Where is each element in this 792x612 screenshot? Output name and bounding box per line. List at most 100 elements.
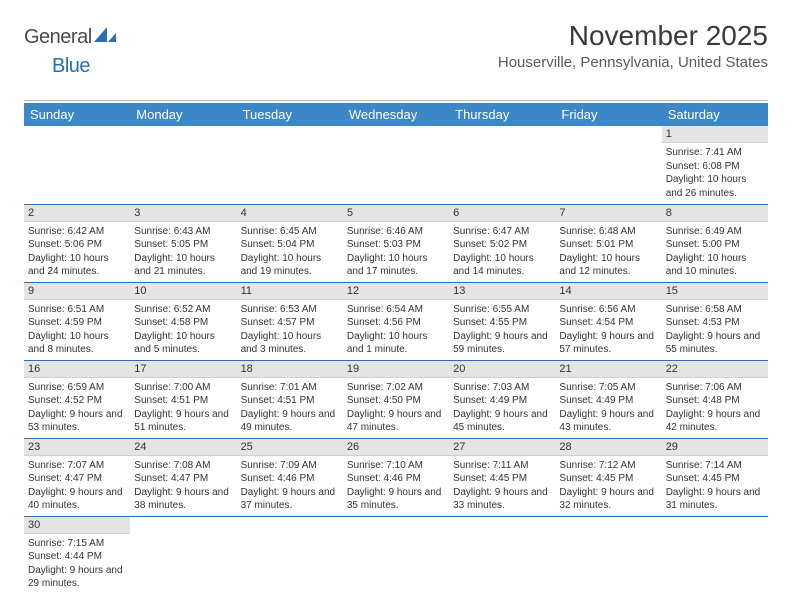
day-body: Sunrise: 6:52 AMSunset: 4:58 PMDaylight:…: [130, 300, 236, 360]
sunset-text: Sunset: 4:58 PM: [134, 316, 232, 330]
day-number: 22: [662, 361, 768, 378]
sunset-text: Sunset: 4:51 PM: [241, 394, 339, 408]
day-body: Sunrise: 6:51 AMSunset: 4:59 PMDaylight:…: [24, 300, 130, 360]
sunset-text: Sunset: 4:51 PM: [134, 394, 232, 408]
sunrise-text: Sunrise: 6:48 AM: [559, 225, 657, 239]
day-body: Sunrise: 7:09 AMSunset: 4:46 PMDaylight:…: [237, 456, 343, 516]
calendar-row: 16Sunrise: 6:59 AMSunset: 4:52 PMDayligh…: [24, 360, 768, 438]
day-number: 5: [343, 205, 449, 222]
sunset-text: Sunset: 4:49 PM: [453, 394, 551, 408]
sunrise-text: Sunrise: 6:56 AM: [559, 303, 657, 317]
calendar-cell: 27Sunrise: 7:11 AMSunset: 4:45 PMDayligh…: [449, 438, 555, 516]
day-number: 14: [555, 283, 661, 300]
sunset-text: Sunset: 4:59 PM: [28, 316, 126, 330]
daylight-text: Daylight: 10 hours and 24 minutes.: [28, 252, 126, 279]
calendar-cell: 30Sunrise: 7:15 AMSunset: 4:44 PMDayligh…: [24, 516, 130, 594]
day-header-row: Sunday Monday Tuesday Wednesday Thursday…: [24, 103, 768, 126]
calendar-cell: 29Sunrise: 7:14 AMSunset: 4:45 PMDayligh…: [662, 438, 768, 516]
sunrise-text: Sunrise: 6:52 AM: [134, 303, 232, 317]
sunset-text: Sunset: 4:49 PM: [559, 394, 657, 408]
day-body: Sunrise: 6:56 AMSunset: 4:54 PMDaylight:…: [555, 300, 661, 360]
daylight-text: Daylight: 9 hours and 33 minutes.: [453, 486, 551, 513]
day-body: Sunrise: 7:11 AMSunset: 4:45 PMDaylight:…: [449, 456, 555, 516]
day-body: Sunrise: 6:48 AMSunset: 5:01 PMDaylight:…: [555, 222, 661, 282]
calendar-row: 23Sunrise: 7:07 AMSunset: 4:47 PMDayligh…: [24, 438, 768, 516]
day-body: Sunrise: 6:47 AMSunset: 5:02 PMDaylight:…: [449, 222, 555, 282]
calendar-cell: [237, 126, 343, 204]
calendar-cell: 3Sunrise: 6:43 AMSunset: 5:05 PMDaylight…: [130, 204, 236, 282]
sunrise-text: Sunrise: 6:51 AM: [28, 303, 126, 317]
sunset-text: Sunset: 4:48 PM: [666, 394, 764, 408]
daylight-text: Daylight: 9 hours and 51 minutes.: [134, 408, 232, 435]
day-number: 29: [662, 439, 768, 456]
daylight-text: Daylight: 9 hours and 57 minutes.: [559, 330, 657, 357]
calendar-cell: 6Sunrise: 6:47 AMSunset: 5:02 PMDaylight…: [449, 204, 555, 282]
calendar-cell: 25Sunrise: 7:09 AMSunset: 4:46 PMDayligh…: [237, 438, 343, 516]
day-number: 7: [555, 205, 661, 222]
calendar-cell: 15Sunrise: 6:58 AMSunset: 4:53 PMDayligh…: [662, 282, 768, 360]
calendar-cell: 10Sunrise: 6:52 AMSunset: 4:58 PMDayligh…: [130, 282, 236, 360]
daylight-text: Daylight: 9 hours and 29 minutes.: [28, 564, 126, 591]
day-body: Sunrise: 7:15 AMSunset: 4:44 PMDaylight:…: [24, 534, 130, 594]
sunset-text: Sunset: 4:45 PM: [666, 472, 764, 486]
sunrise-text: Sunrise: 7:02 AM: [347, 381, 445, 395]
daylight-text: Daylight: 10 hours and 14 minutes.: [453, 252, 551, 279]
sunset-text: Sunset: 5:04 PM: [241, 238, 339, 252]
sunrise-text: Sunrise: 7:12 AM: [559, 459, 657, 473]
day-header: Saturday: [662, 103, 768, 126]
day-number: 4: [237, 205, 343, 222]
logo-text-general: General: [24, 26, 92, 49]
calendar-cell: [449, 516, 555, 594]
sunrise-text: Sunrise: 6:42 AM: [28, 225, 126, 239]
calendar-cell: 28Sunrise: 7:12 AMSunset: 4:45 PMDayligh…: [555, 438, 661, 516]
sunset-text: Sunset: 4:50 PM: [347, 394, 445, 408]
day-body: Sunrise: 7:14 AMSunset: 4:45 PMDaylight:…: [662, 456, 768, 516]
daylight-text: Daylight: 9 hours and 45 minutes.: [453, 408, 551, 435]
sunrise-text: Sunrise: 6:47 AM: [453, 225, 551, 239]
day-body: Sunrise: 7:07 AMSunset: 4:47 PMDaylight:…: [24, 456, 130, 516]
day-body: Sunrise: 7:00 AMSunset: 4:51 PMDaylight:…: [130, 378, 236, 438]
calendar-cell: 12Sunrise: 6:54 AMSunset: 4:56 PMDayligh…: [343, 282, 449, 360]
calendar-cell: 8Sunrise: 6:49 AMSunset: 5:00 PMDaylight…: [662, 204, 768, 282]
calendar-cell: [237, 516, 343, 594]
day-number: 15: [662, 283, 768, 300]
daylight-text: Daylight: 9 hours and 53 minutes.: [28, 408, 126, 435]
sunrise-text: Sunrise: 7:07 AM: [28, 459, 126, 473]
day-number: 3: [130, 205, 236, 222]
calendar-cell: 18Sunrise: 7:01 AMSunset: 4:51 PMDayligh…: [237, 360, 343, 438]
calendar-cell: 26Sunrise: 7:10 AMSunset: 4:46 PMDayligh…: [343, 438, 449, 516]
day-body: Sunrise: 7:03 AMSunset: 4:49 PMDaylight:…: [449, 378, 555, 438]
sunrise-text: Sunrise: 6:46 AM: [347, 225, 445, 239]
header-rule: [24, 100, 768, 101]
calendar-cell: 23Sunrise: 7:07 AMSunset: 4:47 PMDayligh…: [24, 438, 130, 516]
daylight-text: Daylight: 9 hours and 37 minutes.: [241, 486, 339, 513]
sunset-text: Sunset: 4:45 PM: [559, 472, 657, 486]
calendar-cell: 17Sunrise: 7:00 AMSunset: 4:51 PMDayligh…: [130, 360, 236, 438]
calendar-cell: 13Sunrise: 6:55 AMSunset: 4:55 PMDayligh…: [449, 282, 555, 360]
sunrise-text: Sunrise: 6:55 AM: [453, 303, 551, 317]
sunset-text: Sunset: 4:57 PM: [241, 316, 339, 330]
daylight-text: Daylight: 10 hours and 8 minutes.: [28, 330, 126, 357]
day-header: Wednesday: [343, 103, 449, 126]
sunset-text: Sunset: 4:47 PM: [28, 472, 126, 486]
sunset-text: Sunset: 4:47 PM: [134, 472, 232, 486]
calendar-cell: 4Sunrise: 6:45 AMSunset: 5:04 PMDaylight…: [237, 204, 343, 282]
sunrise-text: Sunrise: 6:43 AM: [134, 225, 232, 239]
calendar-cell: [343, 126, 449, 204]
calendar-cell: [343, 516, 449, 594]
logo: General: [24, 26, 116, 49]
sunset-text: Sunset: 5:06 PM: [28, 238, 126, 252]
day-number: 26: [343, 439, 449, 456]
sunset-text: Sunset: 4:54 PM: [559, 316, 657, 330]
day-header: Sunday: [24, 103, 130, 126]
calendar-row: 30Sunrise: 7:15 AMSunset: 4:44 PMDayligh…: [24, 516, 768, 594]
sunrise-text: Sunrise: 7:08 AM: [134, 459, 232, 473]
sunset-text: Sunset: 4:55 PM: [453, 316, 551, 330]
sunset-text: Sunset: 4:52 PM: [28, 394, 126, 408]
day-number: 13: [449, 283, 555, 300]
calendar-table: Sunday Monday Tuesday Wednesday Thursday…: [24, 103, 768, 594]
day-body: Sunrise: 6:53 AMSunset: 4:57 PMDaylight:…: [237, 300, 343, 360]
day-body: Sunrise: 7:06 AMSunset: 4:48 PMDaylight:…: [662, 378, 768, 438]
sunrise-text: Sunrise: 7:01 AM: [241, 381, 339, 395]
page-header: General November 2025 Houserville, Penns…: [24, 20, 768, 71]
